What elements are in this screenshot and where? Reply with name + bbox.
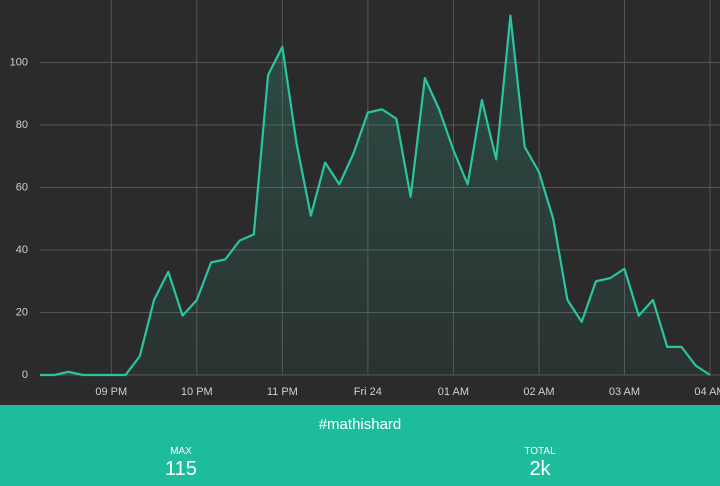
y-tick-label: 60 bbox=[16, 181, 28, 193]
x-tick-label: 04 AM bbox=[694, 386, 720, 398]
stat: MAX 115 bbox=[121, 446, 241, 481]
x-tick-label: 01 AM bbox=[438, 386, 469, 398]
stat-label: MAX bbox=[170, 446, 192, 457]
x-tick-label: 03 AM bbox=[609, 386, 640, 398]
stat-label: TOTAL bbox=[524, 446, 556, 457]
x-tick-label: Fri 24 bbox=[354, 386, 382, 398]
y-tick-label: 40 bbox=[16, 244, 28, 256]
x-tick-label: 09 PM bbox=[95, 386, 127, 398]
y-tick-label: 80 bbox=[16, 119, 28, 131]
y-tick-label: 100 bbox=[10, 56, 28, 68]
x-tick-label: 11 PM bbox=[267, 386, 298, 398]
stat-value: 115 bbox=[165, 458, 197, 480]
area bbox=[40, 15, 710, 375]
x-tick-label: 02 AM bbox=[523, 386, 554, 398]
footer: #mathishard MAX 115 TOTAL 2k bbox=[0, 405, 720, 486]
footer-title: #mathishard bbox=[318, 416, 402, 433]
x-tick-label: 10 PM bbox=[181, 386, 213, 398]
y-tick-label: 20 bbox=[16, 306, 28, 318]
chart: 0 20 40 60 80 100 09 PM 10 PM 11 PM Fri 24 01 AM 02… bbox=[10, 0, 720, 398]
line bbox=[40, 14, 711, 377]
stat: TOTAL 2k bbox=[480, 446, 600, 481]
y-tick-label: 0 bbox=[22, 369, 28, 381]
stat-value: 2k bbox=[529, 458, 551, 480]
